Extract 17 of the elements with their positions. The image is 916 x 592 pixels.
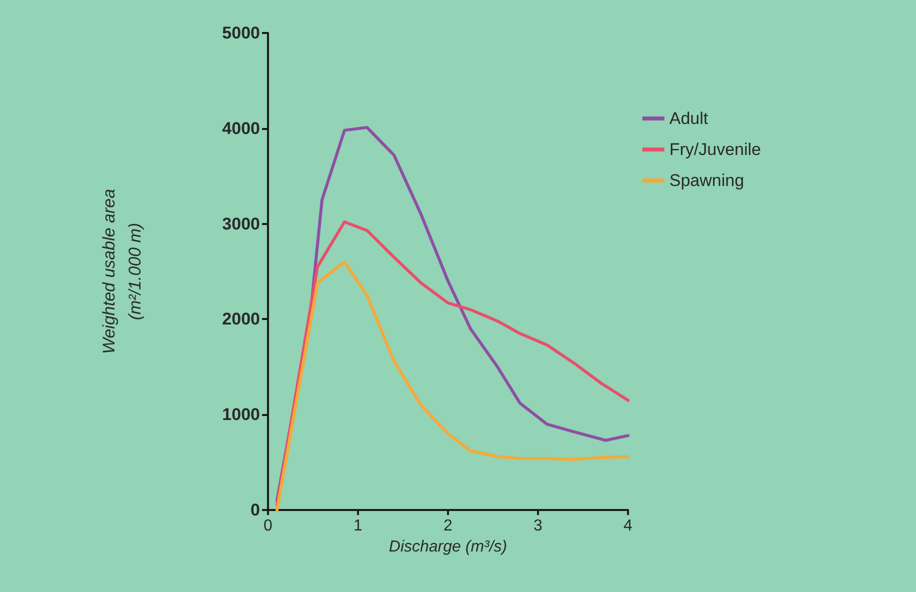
legend-label: Spawning <box>669 171 744 190</box>
y-tick-label: 0 <box>250 500 260 520</box>
x-tick-label: 1 <box>354 518 363 534</box>
x-tick-label: 2 <box>444 518 453 534</box>
x-axis-title: Discharge (m³/s) <box>388 538 508 556</box>
y-axis-title: Weighted usable area (m²/1.000 m) <box>100 188 144 354</box>
x-tick-label: 4 <box>624 518 633 534</box>
y-tick-label: 4000 <box>222 118 260 138</box>
x-tick-label: 0 <box>264 518 273 534</box>
y-tick-label: 1000 <box>222 405 260 424</box>
legend-label: Adult <box>669 109 708 128</box>
y-tick-label: 5000 <box>222 24 260 42</box>
legend-label: Fry/Juvenile <box>669 140 761 159</box>
line-series <box>276 260 630 512</box>
x-tick-label: 3 <box>534 518 543 534</box>
y-tick-label: 2000 <box>222 310 260 329</box>
y-tick-label: 3000 <box>222 214 260 234</box>
